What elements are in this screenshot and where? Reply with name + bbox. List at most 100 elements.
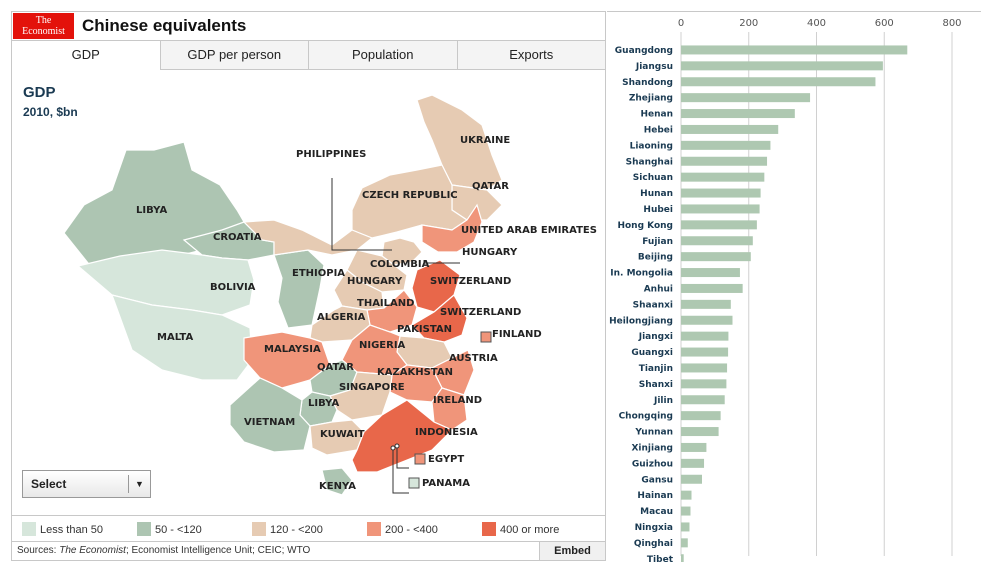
bar[interactable]: [681, 538, 688, 548]
legend-label: 400 or more: [500, 524, 560, 536]
bar[interactable]: [681, 506, 691, 516]
bar[interactable]: [681, 554, 684, 562]
bar-category-label: Liaoning: [630, 141, 673, 151]
footer: Sources: The Economist; Economist Intell…: [12, 541, 605, 560]
bar[interactable]: [681, 93, 811, 103]
bar[interactable]: [681, 124, 779, 134]
leader-line: [331, 178, 392, 251]
bar[interactable]: [681, 252, 751, 262]
bar[interactable]: [681, 522, 690, 532]
bar[interactable]: [681, 411, 721, 421]
tab-gdp[interactable]: GDP: [12, 41, 160, 70]
bar-category-label: Sichuan: [633, 173, 673, 183]
map-region-label: LIBYA: [136, 205, 167, 216]
bar[interactable]: [681, 45, 908, 55]
map-region-label: VIETNAM: [244, 417, 295, 428]
logo-line-1: The: [35, 15, 52, 26]
map-marker[interactable]: [414, 453, 426, 465]
legend-swatch: [482, 522, 496, 536]
bar[interactable]: [681, 140, 771, 150]
leader-line: [423, 260, 460, 264]
map-region[interactable]: [421, 203, 483, 253]
x-tick-label: 600: [875, 18, 894, 29]
map-region-label: MALTA: [157, 332, 193, 343]
map-region-label: PHILIPPINES: [296, 149, 366, 160]
header: The Economist Chinese equivalents: [12, 12, 605, 40]
china-map: LIBYA CROATIA BOLIVIA MALTA ETHIOPIA UKRAINE Q…: [63, 94, 597, 496]
tab-exports[interactable]: Exports: [456, 41, 605, 69]
legend-swatch: [367, 522, 381, 536]
bar-chart-panel: 0 200 400 600 800 Guangdong Jiangsu Shandong Zhe…: [607, 11, 981, 562]
bar[interactable]: [681, 363, 728, 373]
legend-swatch: [137, 522, 151, 536]
leader-line: [396, 448, 409, 469]
map-region-label: FINLAND: [492, 329, 542, 340]
bar[interactable]: [681, 156, 768, 166]
legend-label: 200 - <400: [385, 524, 438, 536]
map-marker[interactable]: [480, 331, 492, 343]
legend-item: 400 or more: [482, 522, 559, 536]
map-regions: [63, 94, 503, 496]
map-marker[interactable]: [408, 477, 420, 489]
map-title: GDP: [23, 84, 56, 101]
map-region-label: KAZAKHSTAN: [377, 367, 453, 378]
bar[interactable]: [681, 347, 729, 357]
region-select[interactable]: Select ▼: [22, 470, 151, 498]
bar[interactable]: [681, 299, 731, 309]
map-region[interactable]: [329, 371, 393, 421]
bar-category-label: Ningxia: [635, 523, 673, 533]
province-gdp-bar-chart: 0 200 400 600 800 Guangdong Jiangsu Shandong Zhe…: [609, 18, 962, 562]
bar[interactable]: [681, 283, 743, 293]
legend-label: 120 - <200: [270, 524, 323, 536]
legend-swatch: [22, 522, 36, 536]
tab-population[interactable]: Population: [308, 41, 457, 69]
bar-category-label: Hebei: [644, 125, 673, 135]
bar[interactable]: [681, 315, 733, 325]
bar-category-label: In. Mongolia: [610, 269, 673, 279]
bar-category-label: Hunan: [640, 189, 673, 199]
legend-item: 50 - <120: [137, 522, 202, 536]
bar[interactable]: [681, 474, 703, 484]
map-subtitle: 2010, $bn: [23, 105, 78, 119]
map-region-label: UKRAINE: [460, 135, 510, 146]
bar[interactable]: [681, 427, 719, 437]
bar-category-label: Macau: [640, 507, 673, 517]
bar[interactable]: [681, 490, 692, 500]
chevron-down-icon: ▼: [128, 475, 150, 493]
map-region-label: CROATIA: [213, 232, 262, 243]
bar[interactable]: [681, 442, 707, 452]
bar[interactable]: [681, 331, 729, 341]
bar[interactable]: [681, 236, 753, 246]
bar-category-label: Guangxi: [631, 348, 673, 358]
bar[interactable]: [681, 458, 705, 468]
map-region[interactable]: [321, 467, 353, 496]
embed-button[interactable]: Embed: [539, 542, 605, 560]
map-region[interactable]: [416, 94, 503, 191]
bar-category-label: Jiangxi: [638, 332, 673, 342]
map-region-label: COLOMBIA: [370, 259, 430, 270]
bar[interactable]: [681, 268, 740, 278]
legend-label: Less than 50: [40, 524, 103, 536]
tab-gdp-per-person[interactable]: GDP per person: [159, 41, 308, 69]
bar[interactable]: [681, 188, 761, 198]
map-region-label: EGYPT: [428, 454, 464, 465]
bar-category-label: Anhui: [644, 284, 673, 294]
x-tick-label: 800: [942, 18, 961, 29]
bar[interactable]: [681, 220, 757, 230]
bar[interactable]: [681, 77, 876, 87]
map-panel: The Economist Chinese equivalents GDP GDP…: [11, 11, 606, 561]
map-region[interactable]: [229, 377, 311, 453]
legend-swatch: [252, 522, 266, 536]
map-region-label: IRELAND: [433, 395, 482, 406]
bar-category-label: Gansu: [641, 475, 673, 485]
bar[interactable]: [681, 61, 883, 71]
bar[interactable]: [681, 395, 725, 405]
x-tick-label: 0: [678, 18, 684, 29]
bar[interactable]: [681, 204, 760, 214]
bar[interactable]: [681, 109, 795, 119]
sources-italic: The Economist: [59, 545, 126, 556]
bar[interactable]: [681, 172, 765, 182]
bar-category-label: Shaanxi: [633, 300, 673, 310]
bar[interactable]: [681, 379, 727, 389]
tab-bar: GDP GDP per person Population Exports: [12, 40, 605, 70]
